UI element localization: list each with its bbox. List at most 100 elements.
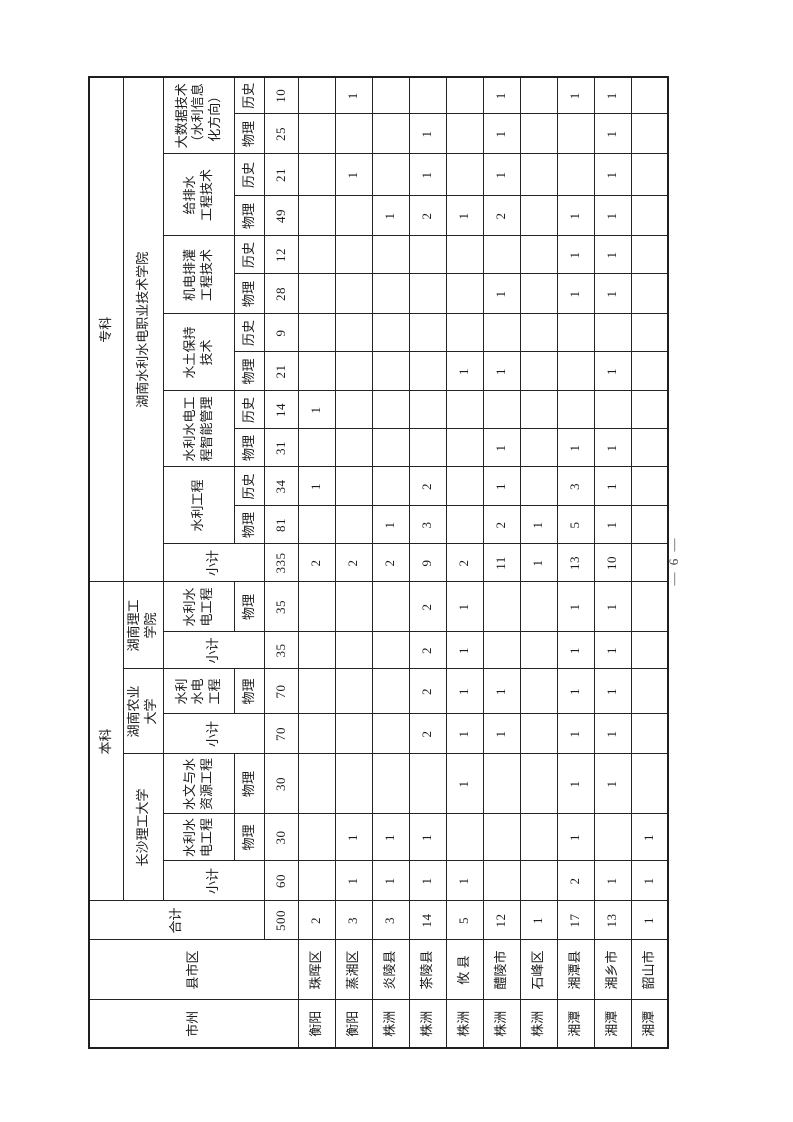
data-cell (520, 814, 557, 861)
subject-physics: 物理 (234, 582, 264, 632)
data-cell: 1 (483, 114, 520, 154)
data-cell (446, 814, 483, 861)
subtotal-hunau: 小计 (163, 714, 264, 754)
data-cell (298, 114, 335, 154)
data-cell (335, 314, 372, 352)
data-cell: 13 (557, 544, 594, 582)
total-cell: 12 (483, 901, 520, 940)
table-row: 湘潭 湘潭县 17 2 1 1 1 1 1 1 13 5 3 1 1 1 1 1 (557, 76, 594, 1048)
univ-csust: 长沙理工大学 (123, 754, 163, 901)
data-cell: 1 (446, 669, 483, 714)
data-cell: 1 (594, 467, 631, 506)
data-cell: 5 (557, 506, 594, 544)
data-cell (520, 76, 557, 114)
data-cell: 1 (557, 754, 594, 814)
data-cell (594, 391, 631, 429)
data-cell (335, 274, 372, 314)
data-cell: 2 (409, 669, 446, 714)
data-cell (409, 236, 446, 274)
data-cell: 2 (409, 632, 446, 669)
table-row: 株洲 石峰区 1 1 1 (520, 76, 557, 1048)
data-cell: 1 (409, 114, 446, 154)
data-cell: 2 (409, 467, 446, 506)
data-cell (335, 714, 372, 754)
data-cell (372, 114, 409, 154)
data-cell (298, 582, 335, 632)
data-cell (520, 236, 557, 274)
data-cell: 1 (557, 669, 594, 714)
table-row: 株洲 醴陵市 12 1 1 11 2 1 1 1 1 2 1 1 1 (483, 76, 520, 1048)
data-cell: 1 (557, 582, 594, 632)
data-cell (372, 582, 409, 632)
data-cell (372, 236, 409, 274)
page-number: — 6 — (666, 536, 681, 586)
data-cell: 1 (594, 754, 631, 814)
subtotal-hnwrec: 小计 (163, 544, 264, 582)
data-cell (520, 274, 557, 314)
data-cell (631, 352, 668, 391)
data-cell (446, 274, 483, 314)
data-cell (335, 506, 372, 544)
city-cell: 株洲 (409, 1000, 446, 1048)
data-cell (631, 236, 668, 274)
data-cell (631, 154, 668, 196)
header-city: 市州 (89, 1000, 298, 1048)
data-cell: 1 (335, 154, 372, 196)
table-row: 湘潭 韶山市 1 1 1 (631, 76, 668, 1048)
data-cell: 1 (520, 506, 557, 544)
data-cell: 1 (483, 154, 520, 196)
total-cell: 1 (631, 901, 668, 940)
data-cell (298, 814, 335, 861)
data-cell (631, 391, 668, 429)
data-cell: 35 (264, 632, 298, 669)
data-cell: 1 (483, 669, 520, 714)
data-cell (520, 352, 557, 391)
data-cell (520, 154, 557, 196)
data-cell: 21 (264, 352, 298, 391)
data-cell (594, 314, 631, 352)
data-cell (520, 391, 557, 429)
subject-physics: 物理 (234, 352, 264, 391)
data-cell: 335 (264, 544, 298, 582)
data-cell (298, 506, 335, 544)
data-cell (631, 544, 668, 582)
data-cell: 1 (372, 196, 409, 236)
data-cell (520, 714, 557, 754)
data-cell (298, 429, 335, 467)
data-cell (409, 754, 446, 814)
data-cell (372, 76, 409, 114)
data-cell (483, 314, 520, 352)
data-cell (520, 114, 557, 154)
data-cell (372, 754, 409, 814)
data-cell: 1 (409, 154, 446, 196)
data-cell (446, 314, 483, 352)
subject-history: 历史 (234, 467, 264, 506)
data-cell (335, 196, 372, 236)
data-cell (557, 114, 594, 154)
city-cell: 株洲 (483, 1000, 520, 1048)
data-cell: 31 (264, 429, 298, 467)
county-cell: 茶陵县 (409, 940, 446, 1000)
data-cell: 1 (557, 429, 594, 467)
data-cell (631, 314, 668, 352)
data-cell: 1 (409, 861, 446, 901)
data-cell (446, 467, 483, 506)
data-cell: 14 (264, 391, 298, 429)
data-cell: 28 (264, 274, 298, 314)
data-cell (446, 429, 483, 467)
data-cell: 1 (557, 196, 594, 236)
data-cell: 12 (264, 236, 298, 274)
subject-history: 历史 (234, 314, 264, 352)
data-cell: 1 (483, 429, 520, 467)
subject-history: 历史 (234, 76, 264, 114)
data-cell (631, 429, 668, 467)
subject-physics: 物理 (234, 114, 264, 154)
data-cell: 2 (557, 861, 594, 901)
data-cell: 1 (409, 814, 446, 861)
city-cell: 衡阳 (335, 1000, 372, 1048)
data-cell (409, 352, 446, 391)
data-cell (372, 391, 409, 429)
data-cell: 1 (446, 582, 483, 632)
group-zhuanke: 专科 (89, 76, 123, 582)
data-cell: 25 (264, 114, 298, 154)
